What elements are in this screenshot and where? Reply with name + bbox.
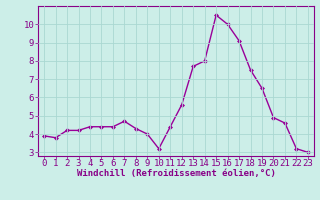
X-axis label: Windchill (Refroidissement éolien,°C): Windchill (Refroidissement éolien,°C) bbox=[76, 169, 276, 178]
